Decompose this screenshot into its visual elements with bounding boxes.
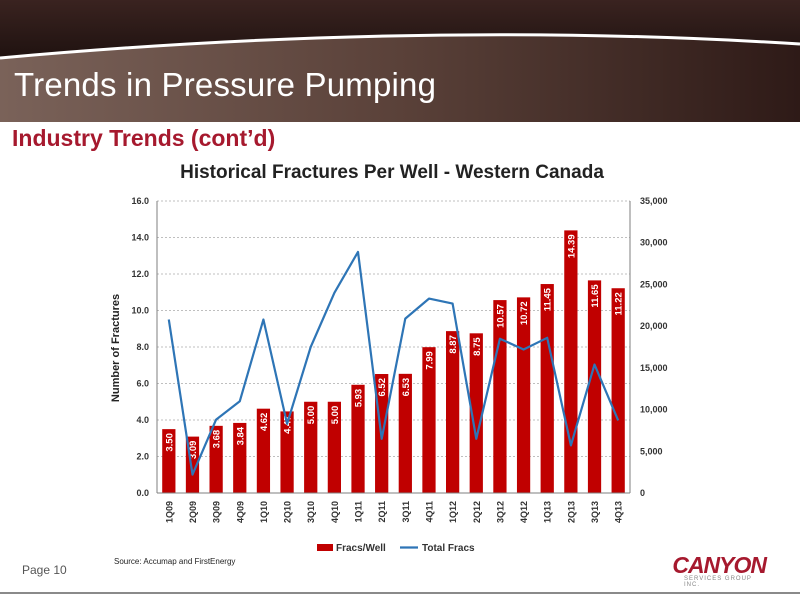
bar-data-label: 6.53 — [401, 378, 412, 397]
bar — [233, 422, 247, 493]
y-left-tick-label: 0.0 — [136, 488, 149, 498]
x-tick-label: 3Q12 — [495, 501, 505, 523]
bar — [564, 230, 578, 493]
page-number: Page 10 — [22, 563, 67, 577]
x-tick-label: 2Q09 — [188, 501, 198, 523]
header-band — [0, 0, 800, 122]
bar-series: 3.50 3.09 3.68 3.84 4.62 4.47 5.00 5.00 5.93 6.52… — [162, 230, 625, 493]
y-right-tick-label: 25,000 — [640, 279, 668, 289]
y-right-tick-label: 0 — [640, 488, 645, 498]
bar-data-label: 5.00 — [330, 406, 341, 425]
bar-data-label: 10.57 — [495, 304, 506, 328]
x-tick-label: 2Q12 — [472, 501, 482, 523]
y-left-tick-label: 12.0 — [131, 269, 149, 279]
x-tick-label: 3Q13 — [590, 501, 600, 523]
x-tick-label: 1Q13 — [543, 501, 553, 523]
fracs-chart: Historical Fractures Per Well - Western … — [110, 162, 668, 554]
y-left-tick-label: 6.0 — [136, 379, 149, 389]
logo-wordmark: CANYON — [672, 552, 767, 578]
bar — [611, 288, 625, 493]
y-right-tick-label: 35,000 — [640, 196, 668, 206]
x-tick-label: 4Q09 — [235, 501, 245, 523]
bar-data-label: 5.00 — [306, 406, 317, 425]
bar — [280, 411, 294, 493]
y-left-tick-label: 14.0 — [131, 233, 149, 243]
x-tick-label: 1Q10 — [259, 501, 269, 523]
bar — [587, 280, 602, 493]
x-tick-label: 4Q11 — [424, 501, 434, 523]
bar — [256, 408, 271, 493]
y-axis-label: Number of Fractures — [110, 294, 122, 402]
legend-bar-label: Fracs/Well — [336, 543, 386, 554]
x-tick-label: 4Q10 — [330, 501, 340, 523]
bar-data-label: 10.72 — [519, 301, 530, 325]
y-right-tick-label: 15,000 — [640, 363, 668, 373]
x-tick-label: 4Q12 — [519, 501, 529, 523]
bar-data-label: 6.52 — [377, 378, 388, 397]
line-series — [167, 250, 620, 476]
x-tick-label: 2Q13 — [566, 501, 576, 523]
bar-data-label: 4.47 — [283, 415, 294, 434]
y-left-tick-label: 4.0 — [136, 415, 149, 425]
y-right-tick-label: 10,000 — [640, 405, 668, 415]
x-tick-label: 2Q11 — [377, 501, 387, 523]
bar — [304, 401, 318, 493]
source-note: Source: Accumap and FirstEnergy — [114, 557, 236, 566]
y-right-tick-label: 30,000 — [640, 238, 668, 248]
bar-data-label: 11.45 — [543, 287, 554, 311]
bar-data-label: 3.84 — [235, 426, 246, 445]
x-tick-label: 1Q12 — [448, 501, 458, 523]
bar — [516, 297, 531, 493]
bar-data-label: 3.09 — [188, 441, 199, 460]
y-left-tick-label: 10.0 — [131, 306, 149, 316]
total-fracs-line — [167, 250, 620, 476]
x-tick-label: 3Q11 — [401, 501, 411, 523]
bar — [351, 384, 365, 493]
x-tick-label: 4Q13 — [614, 501, 624, 523]
grid-lines — [157, 200, 630, 457]
bar — [162, 429, 176, 493]
footer-divider — [0, 592, 800, 594]
bar — [469, 333, 483, 493]
x-tick-label: 3Q10 — [306, 501, 316, 523]
bar-data-label: 11.65 — [590, 284, 601, 308]
axes: 0.0 2.0 4.0 6.0 8.0 10.0 12.0 14.0 16.0 0 5,000 10,… — [131, 196, 667, 523]
x-tick-label: 2Q10 — [283, 501, 293, 523]
bar-data-label: 14.39 — [566, 234, 577, 258]
y-left-tick-label: 8.0 — [136, 342, 149, 352]
bar — [446, 331, 460, 493]
chart-title: Historical Fractures Per Well - Western … — [180, 162, 604, 183]
bar-data-label: 3.50 — [164, 433, 175, 452]
slide-title: Trends in Pressure Pumping — [14, 66, 437, 103]
section-title: Industry Trends (cont’d) — [12, 125, 276, 151]
y-right-tick-label: 20,000 — [640, 321, 668, 331]
bar-data-label: 8.75 — [472, 337, 483, 356]
bar-data-label: 7.99 — [424, 351, 435, 370]
bar-data-label: 4.62 — [259, 413, 270, 432]
legend: Fracs/Well Total Fracs — [317, 543, 475, 554]
bar-data-label: 5.93 — [354, 389, 365, 408]
y-left-tick-label: 16.0 — [131, 196, 149, 206]
bar-data-label: 3.68 — [212, 430, 223, 449]
bar — [327, 401, 341, 493]
legend-line-label: Total Fracs — [422, 543, 475, 554]
y-right-tick-label: 5,000 — [640, 446, 663, 456]
legend-bar-swatch — [317, 544, 333, 551]
bar — [493, 300, 507, 493]
bar — [422, 347, 436, 493]
company-logo: CANYON SERVICES GROUP INC. — [672, 552, 784, 588]
bar-data-label: 11.22 — [614, 292, 625, 315]
bar — [209, 425, 223, 493]
x-tick-label: 3Q09 — [212, 501, 222, 523]
bar-data-label: 8.87 — [448, 335, 459, 354]
bar — [540, 284, 554, 493]
bar — [398, 373, 412, 493]
x-tick-label: 1Q11 — [354, 501, 364, 523]
header-background — [0, 0, 800, 122]
logo-subtext: SERVICES GROUP INC. — [684, 576, 752, 588]
x-tick-label: 1Q09 — [164, 501, 174, 523]
y-left-tick-label: 2.0 — [136, 452, 149, 462]
